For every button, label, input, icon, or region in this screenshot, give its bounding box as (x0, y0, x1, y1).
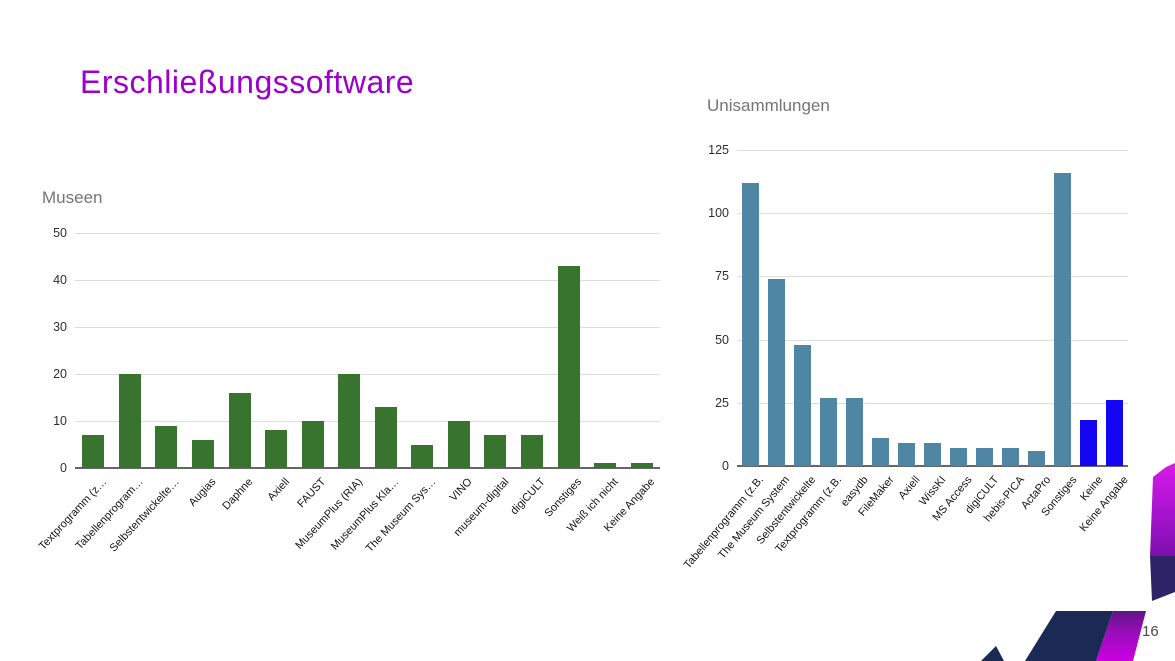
y-tick-label: 0 (722, 459, 729, 473)
bar (265, 430, 288, 468)
bar (924, 443, 941, 466)
bar (1106, 400, 1124, 466)
bar (630, 463, 653, 468)
y-tick-label: 20 (53, 367, 67, 381)
bar (82, 435, 105, 468)
bar (1054, 172, 1072, 466)
bar (374, 406, 397, 468)
gridline (75, 421, 660, 422)
slide-title: Erschließungssoftware (80, 64, 415, 100)
gridline (737, 213, 1128, 215)
x-category-label: MuseumPlus Kla… (328, 476, 402, 553)
x-category-label: Textprogramm (z… (36, 476, 110, 553)
bar (819, 397, 837, 466)
x-category-label: MuseumPlus (RIA) (293, 476, 365, 552)
bar (484, 435, 507, 468)
gridline (75, 374, 660, 375)
x-category-label: Tabellenprogram… (73, 476, 146, 553)
bar (897, 443, 915, 466)
gridline (75, 233, 660, 234)
bar (976, 448, 994, 466)
x-category-label: Augias (187, 476, 219, 509)
chart-title: Museen (42, 188, 103, 207)
y-tick-label: 100 (708, 206, 729, 221)
bar (411, 444, 434, 468)
x-category-label: Selbstentwickelte… (107, 476, 183, 555)
bar (191, 439, 214, 468)
bar (557, 265, 580, 468)
bar (301, 421, 324, 468)
x-category-label: The Museum Sys… (363, 476, 439, 555)
bar (950, 448, 968, 466)
bar (118, 374, 141, 468)
y-tick-label: 10 (53, 414, 67, 428)
gridline (75, 327, 660, 328)
bar (447, 421, 470, 468)
bar (228, 392, 251, 468)
gridline (737, 150, 1128, 151)
bar (845, 397, 863, 466)
x-axis-line (75, 467, 660, 469)
y-tick-label: 30 (53, 320, 67, 334)
y-tick-label: 40 (53, 273, 67, 287)
bar (155, 425, 178, 468)
unisammlungen-bar-chart: Unisammlungen 0 25 50 75 100 125 Tabellenprogra… (682, 93, 1175, 623)
x-category-label: Keine Angabe (1077, 474, 1132, 535)
bar (741, 182, 759, 466)
bar (1080, 420, 1098, 466)
bar (1002, 448, 1020, 466)
chart-title: Unisammlungen (707, 96, 830, 115)
y-tick-label: 50 (53, 226, 67, 240)
y-tick-label: 50 (715, 332, 729, 347)
y-tick-label: 0 (60, 461, 67, 475)
x-category-label: VINO (447, 476, 475, 504)
bar (767, 278, 785, 466)
museen-bar-chart: Museen 0 10 20 30 40 50 Textprogramm (z… Tabelle… (0, 185, 690, 615)
bar (793, 344, 811, 466)
x-category-label: Axiell (265, 476, 292, 504)
bar (594, 463, 617, 468)
ribbon-band-tip (981, 646, 1004, 661)
bar (521, 435, 544, 468)
bar (338, 374, 361, 468)
y-tick-label: 25 (715, 395, 729, 410)
gridline (737, 402, 1128, 404)
slide-page-number: 16 (1142, 623, 1159, 640)
gridline (737, 276, 1128, 278)
bar (1028, 450, 1046, 466)
gridline (737, 339, 1128, 341)
bar (871, 438, 889, 466)
x-category-label: FAUST (295, 476, 329, 511)
x-axis-line (737, 465, 1128, 467)
y-tick-label: 125 (708, 143, 729, 157)
x-category-label: Daphne (220, 476, 256, 513)
y-tick-label: 75 (715, 269, 729, 284)
gridline (75, 280, 660, 281)
